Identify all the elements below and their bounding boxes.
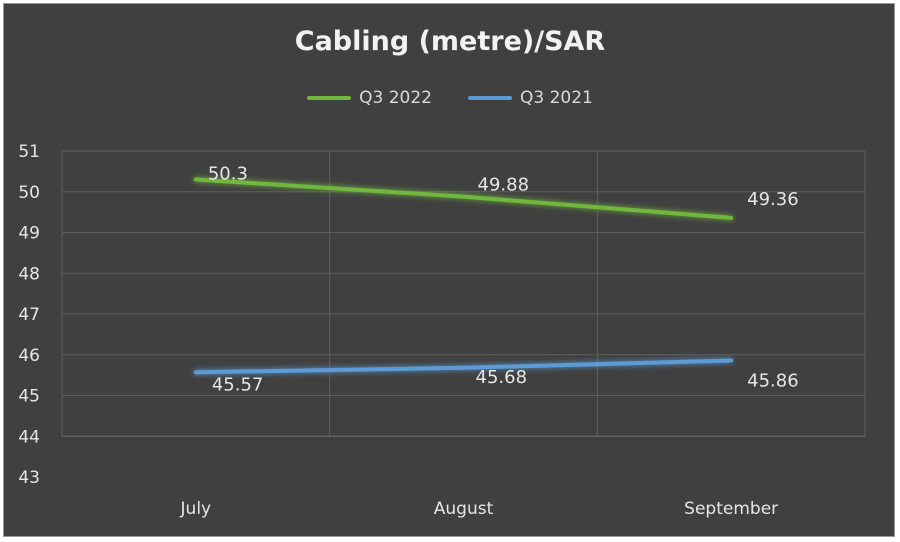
axis-labels: 43 44 45 46 47 48 49 50 51 July August September [18,142,778,519]
data-label: 49.36 [747,189,799,210]
x-tick-label: September [684,499,778,519]
series-lines [193,177,734,375]
y-tick-label: 46 [18,346,40,366]
y-tick-label: 51 [18,142,40,162]
y-tick-label: 44 [18,427,40,447]
y-tick-label: 47 [18,305,40,325]
chart-title: Cabling (metre)/SAR [294,26,606,57]
y-tick-label: 45 [18,387,40,407]
series-line-q3-2021 [193,358,734,375]
legend-item-q3-2022: Q3 2022 [307,88,432,108]
legend-swatch-q3-2022 [307,96,352,100]
data-labels: 50.3 49.88 49.36 45.57 45.68 45.86 [208,164,799,396]
data-label: 45.86 [747,370,799,391]
x-tick-label: July [180,499,212,519]
series-line-q3-2022 [193,177,734,220]
grid [61,150,866,437]
data-label: 45.57 [212,374,264,395]
legend-label-q3-2022: Q3 2022 [359,88,432,108]
data-label: 49.88 [478,175,530,196]
y-tick-label: 49 [18,224,40,244]
y-tick-label: 43 [18,468,40,488]
chart-frame [3,3,895,537]
data-label: 50.3 [208,164,248,185]
data-label: 45.68 [476,367,528,388]
legend: Q3 2022 Q3 2021 [0,88,900,108]
y-tick-label: 50 [18,183,40,203]
y-tick-label: 48 [18,264,40,284]
legend-swatch-q3-2021 [468,96,512,100]
x-tick-label: August [434,499,494,519]
legend-item-q3-2021: Q3 2021 [468,88,593,108]
legend-label-q3-2021: Q3 2021 [520,88,593,108]
